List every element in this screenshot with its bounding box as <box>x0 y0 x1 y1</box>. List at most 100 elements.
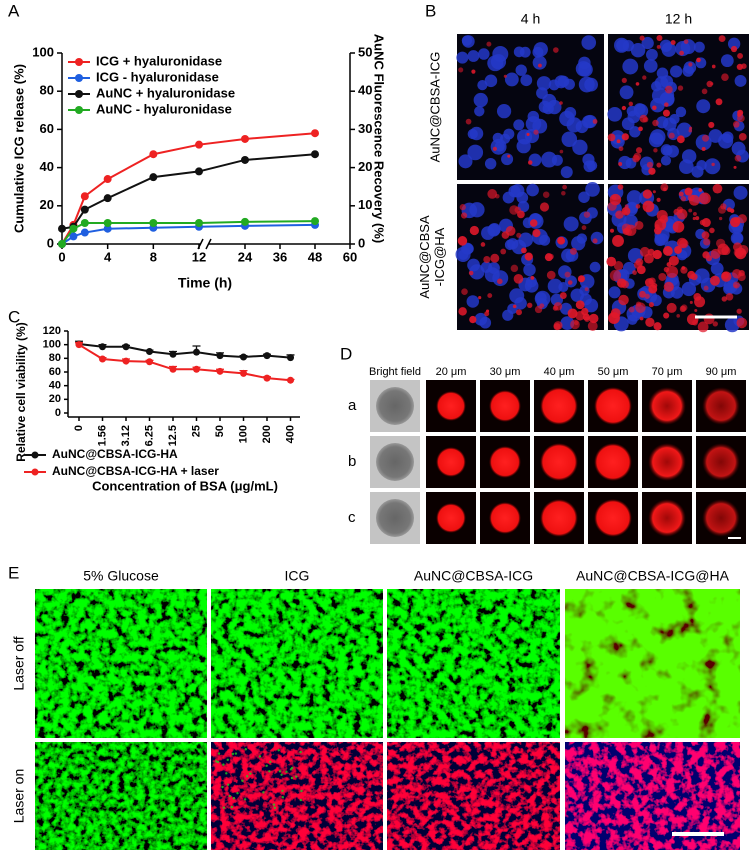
red-signal <box>652 105 657 111</box>
spheroid <box>489 502 521 534</box>
nucleus <box>513 119 525 131</box>
nucleus <box>535 292 547 304</box>
red-signal <box>492 146 497 151</box>
red-signal <box>692 319 698 326</box>
nucleus <box>616 39 629 52</box>
red-signal <box>589 313 599 324</box>
nucleus <box>693 41 705 53</box>
red-signal <box>561 190 566 196</box>
red-signal <box>553 302 563 311</box>
red-signal <box>510 264 519 273</box>
red-signal <box>674 245 682 254</box>
legend-label: ICG - hyaluronidase <box>96 69 219 84</box>
tick-label: 100 <box>43 339 61 351</box>
nucleus <box>469 202 485 218</box>
red-signal <box>584 316 590 323</box>
tick-label: 24 <box>238 249 253 264</box>
data-point <box>193 348 200 356</box>
nucleus <box>570 288 584 302</box>
red-signal <box>609 269 622 282</box>
spheroid-image <box>534 436 584 488</box>
red-signal <box>676 314 681 318</box>
column-label: Bright field <box>369 366 421 378</box>
red-signal <box>734 284 738 288</box>
red-signal <box>484 311 490 317</box>
column-label: 12 h <box>665 11 692 27</box>
red-signal <box>711 162 715 167</box>
nucleus <box>626 105 638 117</box>
red-signal <box>656 35 663 41</box>
red-signal <box>621 223 631 233</box>
red-signal <box>680 304 688 312</box>
red-signal <box>646 161 654 168</box>
red-signal <box>737 109 744 116</box>
red-signal <box>575 310 585 321</box>
nucleus <box>681 149 697 164</box>
data-point <box>80 228 89 237</box>
column-label: AuNC@CBSA-ICG <box>414 568 533 584</box>
red-signal <box>654 218 667 231</box>
red-signal <box>644 293 650 299</box>
data-point <box>195 218 203 227</box>
tick-label: 20 <box>40 197 54 212</box>
nucleus <box>576 233 588 244</box>
nucleus <box>474 312 488 326</box>
red-signal <box>557 236 566 245</box>
red-signal <box>583 211 591 218</box>
red-signal <box>688 194 700 206</box>
nucleus <box>731 141 746 156</box>
green-signal <box>236 792 239 795</box>
nucleus <box>585 182 600 197</box>
red-signal <box>694 296 706 308</box>
red-signal <box>521 247 527 254</box>
nucleus <box>461 242 474 255</box>
nucleus <box>651 87 668 104</box>
nucleus <box>622 58 639 75</box>
spheroid <box>436 503 466 533</box>
nucleus <box>504 72 519 87</box>
tick-label: 48 <box>308 249 322 264</box>
row-label: Laser on <box>11 769 27 823</box>
nucleus <box>467 50 480 62</box>
red-signal <box>706 255 713 262</box>
red-signal <box>735 249 744 258</box>
spheroid-image <box>696 492 746 544</box>
red-signal <box>503 74 507 78</box>
nucleus <box>560 166 573 179</box>
red-signal <box>663 312 670 319</box>
green-signal <box>272 803 276 806</box>
red-signal <box>516 232 522 238</box>
red-signal <box>694 309 698 313</box>
red-signal <box>542 191 550 198</box>
row-label: Laser off <box>11 636 27 690</box>
nucleus <box>582 115 596 129</box>
column-label: 70 μm <box>652 366 683 378</box>
panel-label: D <box>340 344 352 363</box>
nucleus <box>484 157 497 170</box>
red-signal <box>698 192 711 205</box>
data-point <box>80 205 89 214</box>
legend-label: AuNC@CBSA-ICG-HA <box>52 447 178 461</box>
nucleus <box>696 99 711 114</box>
spheroid <box>436 391 466 421</box>
nucleus <box>676 122 692 138</box>
red-signal <box>696 57 701 63</box>
red-signal <box>515 309 523 316</box>
red-signal <box>652 190 656 194</box>
column-label: 40 μm <box>544 366 575 378</box>
tick-label: 60 <box>343 249 357 264</box>
green-signal <box>232 797 236 800</box>
red-signal <box>701 146 706 152</box>
data-point <box>193 365 200 373</box>
red-signal <box>567 308 578 319</box>
spheroid <box>702 387 740 425</box>
tick-label: 50 <box>358 44 372 59</box>
red-signal <box>553 323 561 331</box>
data-point <box>58 224 66 233</box>
nucleus <box>651 81 662 92</box>
spheroid <box>594 499 632 537</box>
green-signal <box>300 789 303 793</box>
tick-label: 40 <box>40 159 54 174</box>
red-signal <box>703 238 711 246</box>
x-tick-label: 0 <box>73 425 85 431</box>
